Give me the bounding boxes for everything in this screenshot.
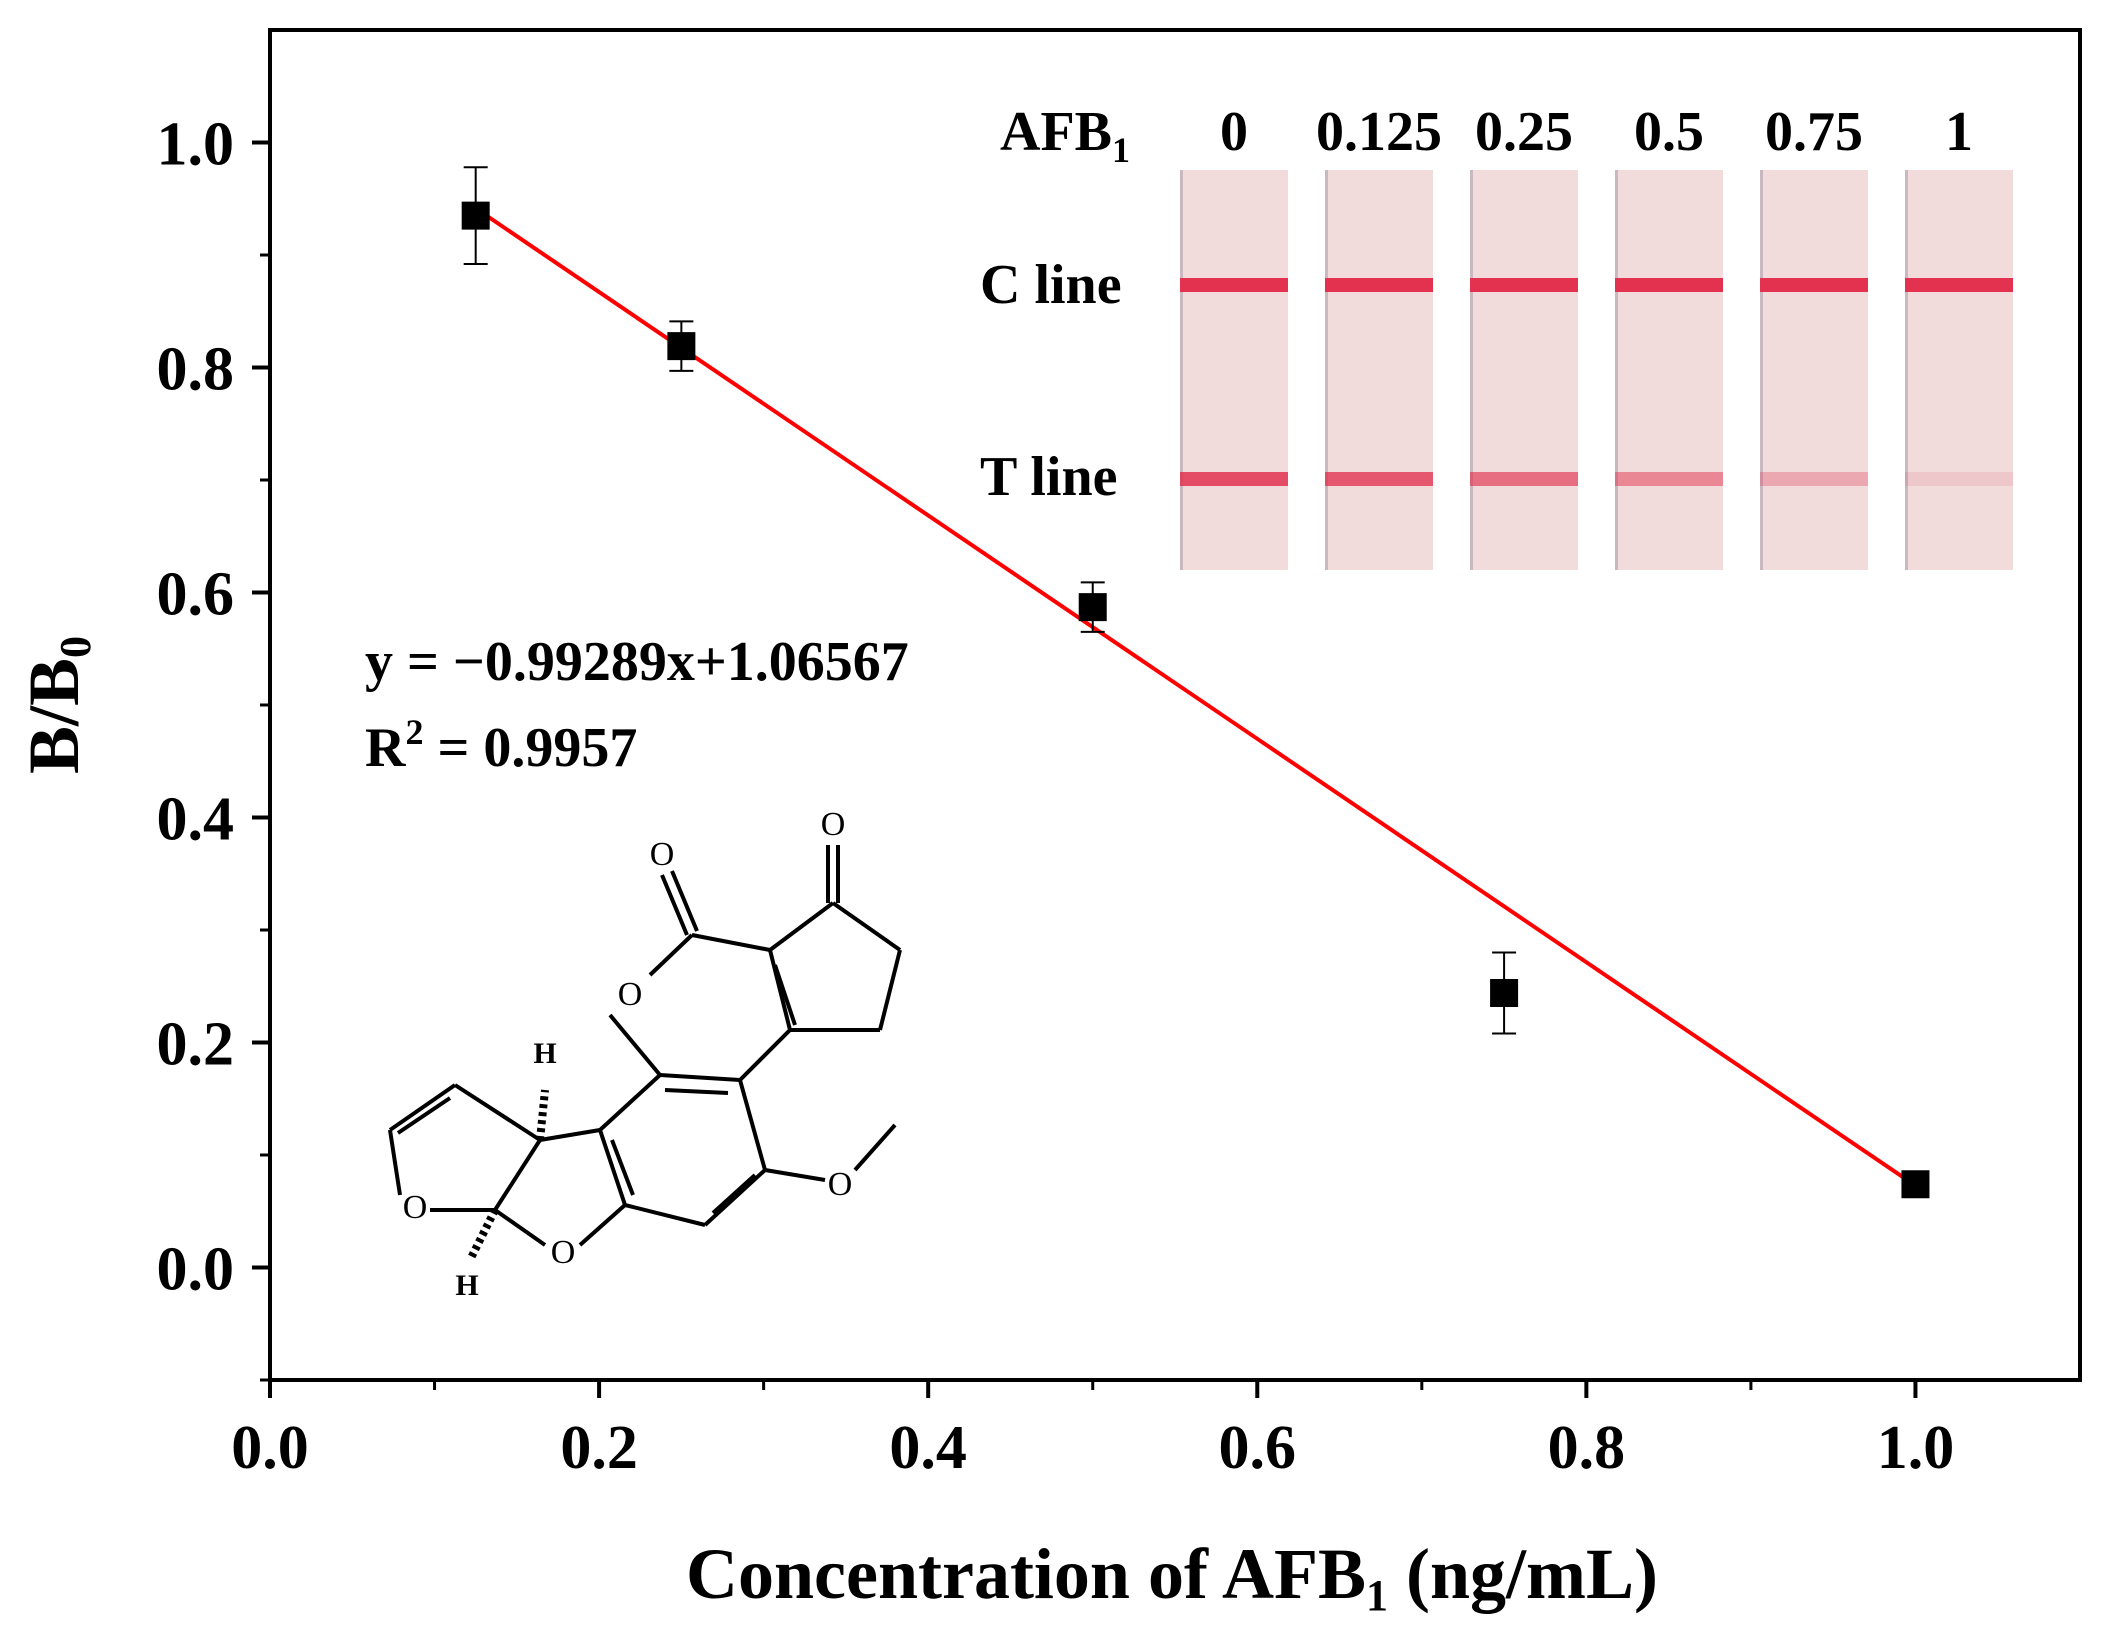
strip-concentration-label: 1 [1945, 101, 1973, 163]
test-line [1325, 472, 1433, 486]
y-tick-label: 0.2 [157, 1011, 235, 1079]
strips [1180, 170, 2013, 570]
x-axis-ticks [268, 1380, 1918, 1398]
y-axis-title: B/B0 [14, 636, 100, 774]
svg-text:O: O [821, 806, 846, 843]
data-point [1490, 979, 1519, 1007]
structure-atom-labels: O O O O O O H H [403, 806, 853, 1302]
control-line [1180, 278, 1288, 292]
control-line [1905, 278, 2013, 292]
data-points [461, 201, 1930, 1199]
control-line [1470, 278, 1578, 292]
test-strip [1180, 170, 1288, 570]
svg-text:H: H [533, 1037, 556, 1070]
linear-fit-line [474, 206, 1917, 1188]
test-strip-edge [1180, 170, 1183, 570]
y-axis-ticks [252, 140, 270, 1382]
control-line [1615, 278, 1723, 292]
strip-concentration-label: 0.125 [1316, 101, 1442, 163]
x-axis-tick-labels: 0.0 0.2 0.4 0.6 0.8 1.0 [231, 1414, 1954, 1482]
data-point [1078, 593, 1107, 622]
fit-equation: y = −0.99289x+1.06567 [365, 631, 909, 693]
test-strip [1760, 170, 1868, 570]
y-tick-label: 0.6 [157, 561, 235, 629]
test-strip [1325, 170, 1433, 570]
test-strip [1615, 170, 1723, 570]
inset-analyte-label: AFB1 [1000, 101, 1130, 170]
c-line-label: C line [980, 254, 1122, 316]
svg-text:O: O [551, 1234, 576, 1271]
test-strip-edge [1325, 170, 1328, 570]
test-strip-inset: AFB1 C line T line 0 0.125 0.25 0.5 0.75 1 [980, 101, 2013, 570]
control-line [1760, 278, 1868, 292]
test-strip-edge [1905, 170, 1908, 570]
aflatoxin-b1-structure-icon [388, 845, 902, 1262]
test-strip-edge [1615, 170, 1618, 570]
data-point [461, 201, 490, 230]
test-line [1760, 472, 1868, 486]
x-tick-label: 0.8 [1548, 1414, 1626, 1482]
strip-concentration-label: 0.75 [1765, 101, 1863, 163]
test-line [1470, 472, 1578, 486]
y-tick-label: 0.8 [157, 336, 235, 404]
svg-text:O: O [650, 836, 675, 873]
test-strip [1905, 170, 2013, 570]
svg-text:O: O [618, 976, 643, 1013]
strip-concentration-label: 0.5 [1634, 101, 1704, 163]
t-line-label: T line [980, 446, 1117, 508]
x-axis-title: Concentration of AFB1 (ng/mL) [686, 1534, 1658, 1620]
x-tick-label: 0.2 [560, 1414, 638, 1482]
test-line [1180, 472, 1288, 486]
x-tick-label: 0.6 [1219, 1414, 1297, 1482]
test-strip-edge [1760, 170, 1763, 570]
svg-text:O: O [828, 1166, 853, 1203]
test-strip [1470, 170, 1578, 570]
data-point [667, 332, 696, 361]
svg-text:O: O [403, 1189, 428, 1226]
strip-concentration-label: 0.25 [1475, 101, 1573, 163]
y-axis-tick-labels: 0.0 0.2 0.4 0.6 0.8 1.0 [157, 111, 235, 1304]
test-strip-edge [1470, 170, 1473, 570]
control-line [1325, 278, 1433, 292]
y-tick-label: 0.4 [157, 786, 235, 854]
y-tick-label: 0.0 [157, 1236, 235, 1304]
x-tick-label: 0.0 [231, 1414, 309, 1482]
x-tick-label: 1.0 [1877, 1414, 1955, 1482]
svg-text:H: H [455, 1269, 478, 1302]
strip-concentration-labels: 0 0.125 0.25 0.5 0.75 1 [1220, 101, 1973, 163]
y-tick-label: 1.0 [157, 111, 235, 179]
r-squared: R2 = 0.9957 [365, 712, 637, 779]
data-point [1901, 1170, 1930, 1199]
test-line [1905, 472, 2013, 486]
test-line [1615, 472, 1723, 486]
strip-concentration-label: 0 [1220, 101, 1248, 163]
x-tick-label: 0.4 [889, 1414, 967, 1482]
